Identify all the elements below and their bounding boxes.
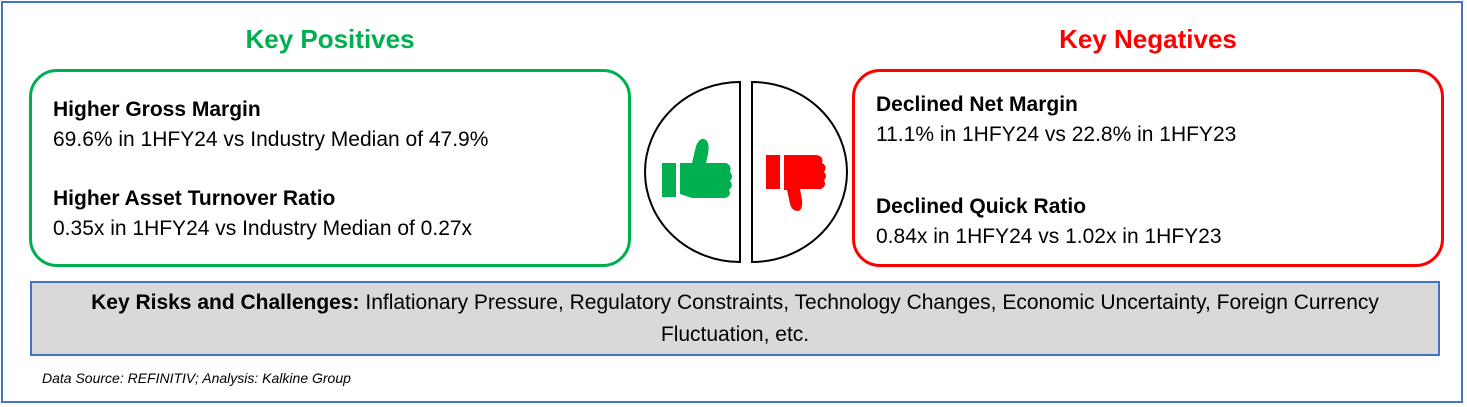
negatives-panel: Declined Net Margin 11.1% in 1HFY24 vs 2… <box>852 69 1444 267</box>
positive-item-title: Higher Asset Turnover Ratio <box>53 187 336 210</box>
negative-item-title: Declined Net Margin <box>876 93 1078 116</box>
positive-item-detail: 0.35x in 1HFY24 vs Industry Median of 0.… <box>53 217 473 240</box>
thumbs-up-icon <box>662 138 732 198</box>
key-risks-content: Key Risks and Challenges: Inflationary P… <box>72 287 1398 351</box>
positive-item-title: Higher Gross Margin <box>53 98 261 121</box>
negative-item-detail: 11.1% in 1HFY24 vs 22.8% in 1HFY23 <box>876 123 1237 146</box>
thumbs-down-icon <box>766 155 826 211</box>
negative-item-title: Declined Quick Ratio <box>876 195 1087 218</box>
key-risks-box: Key Risks and Challenges: Inflationary P… <box>30 281 1440 356</box>
positives-heading: Key Positives <box>245 24 415 54</box>
key-risks-label: Key Risks and Challenges: <box>91 290 360 314</box>
thumbs-icon-group <box>640 80 850 265</box>
positive-item-detail: 69.6% in 1HFY24 vs Industry Median of 47… <box>53 128 489 151</box>
negative-item-detail: 0.84x in 1HFY24 vs 1.02x in 1HFY23 <box>876 225 1222 248</box>
negatives-heading: Key Negatives <box>1059 24 1237 54</box>
positives-panel: Higher Gross Margin 69.6% in 1HFY24 vs I… <box>29 69 631 267</box>
key-risks-text: Inflationary Pressure, Regulatory Constr… <box>359 290 1379 346</box>
data-source-note: Data Source: REFINITIV; Analysis: Kalkin… <box>42 370 351 386</box>
